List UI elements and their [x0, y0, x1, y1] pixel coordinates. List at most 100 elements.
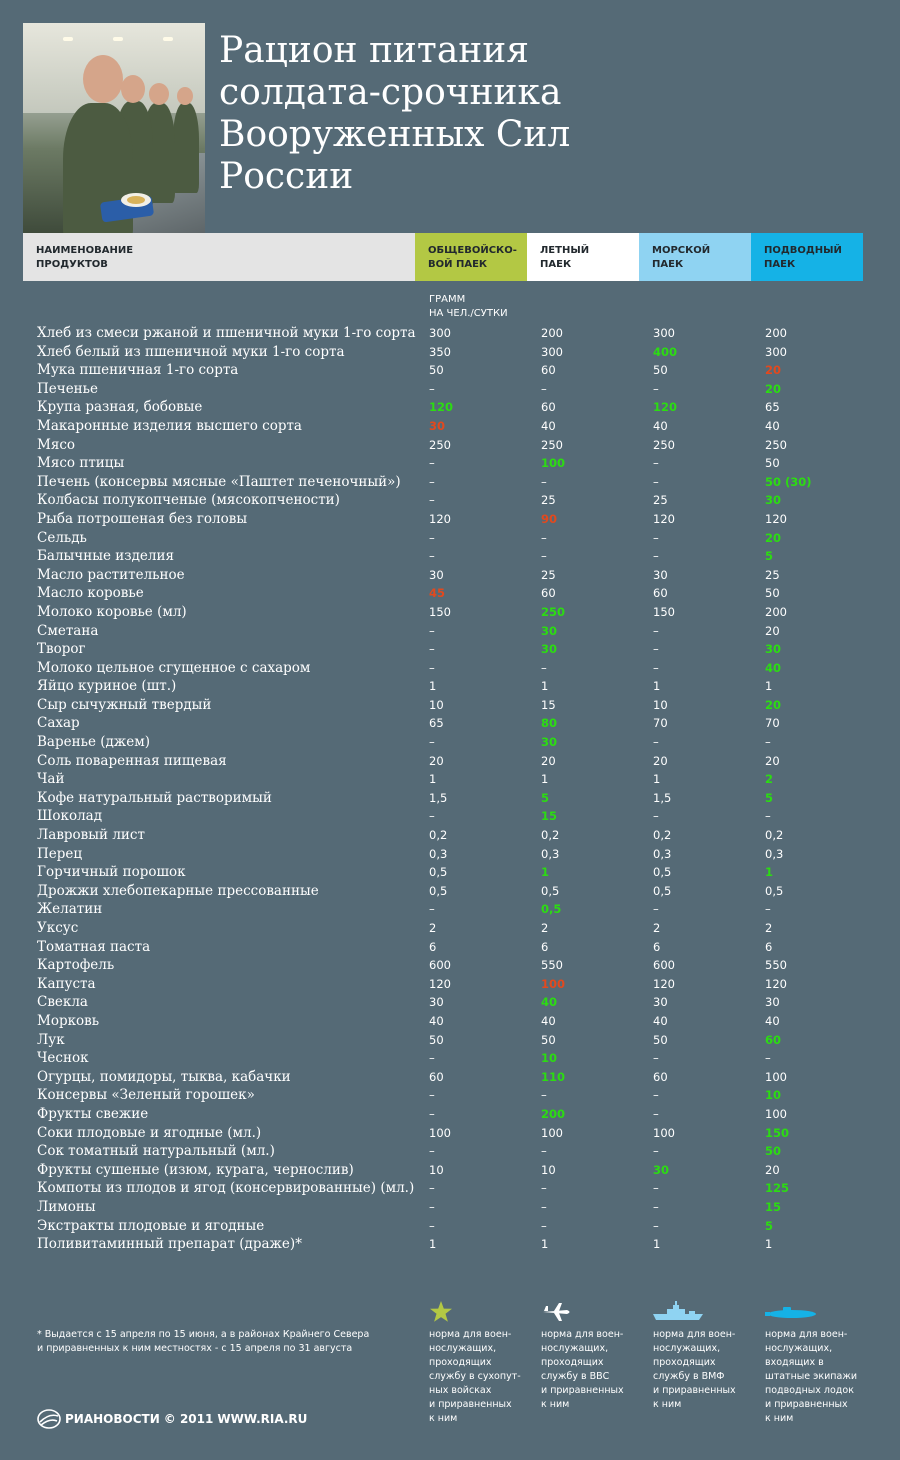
- table-row: Экстракты плодовые и ягодные – – – 5: [0, 1217, 900, 1236]
- ration-value: 2: [765, 921, 773, 935]
- ration-value: –: [765, 735, 771, 750]
- ration-value: 40: [541, 418, 556, 433]
- ration-value: –: [429, 549, 435, 564]
- ration-value: –: [653, 456, 659, 471]
- table-row: Фрукты сушеные (изюм, курага, чернослив)…: [0, 1161, 900, 1180]
- ration-value: –: [541, 1218, 547, 1233]
- product-name: Печенье: [37, 380, 99, 397]
- product-name: Кофе натуральный растворимый: [37, 789, 272, 806]
- table-row: Соль поваренная пищевая 20 20 20 20: [0, 752, 900, 771]
- ration-value: 20: [765, 381, 782, 396]
- table-row: Лимоны – – – 15: [0, 1198, 900, 1217]
- table-row: Балычные изделия – – – 5: [0, 547, 900, 566]
- table-row: Мясо 250 250 250 250: [0, 436, 900, 455]
- ration-value: 65: [429, 716, 444, 731]
- ration-value: –: [429, 623, 435, 638]
- ration-value: –: [653, 1218, 659, 1233]
- product-name: Крупа разная, бобовые: [37, 399, 203, 416]
- product-name: Сметана: [37, 622, 99, 639]
- ration-value: 300: [653, 326, 675, 340]
- ration-value: –: [653, 809, 659, 824]
- legend-text-line: норма для воен-: [429, 1329, 512, 1340]
- ria-logo: РИАНОВОСТИ © 2011 WWW.RIA.RU: [37, 1408, 307, 1430]
- ration-value: 60: [765, 1032, 782, 1047]
- ration-value: 10: [541, 1051, 558, 1066]
- header-ration-submarine: ПОДВОДНЫЙ ПАЕК: [751, 233, 863, 281]
- ration-value: 150: [765, 1125, 790, 1140]
- ration-value: 0,3: [541, 846, 560, 861]
- product-name: Варенье (джем): [37, 734, 150, 751]
- product-name: Лук: [37, 1031, 65, 1048]
- ration-value: 20: [653, 753, 668, 768]
- ration-value: 0,3: [653, 846, 672, 861]
- table-row: Компоты из плодов и ягод (консервированн…: [0, 1179, 900, 1198]
- ration-value: 10: [653, 697, 668, 712]
- ration-value: 2: [765, 772, 774, 787]
- product-name: Молоко коровье (мл): [37, 603, 187, 620]
- ration-value: 0,5: [765, 883, 784, 898]
- site-link[interactable]: WWW.RIA.RU: [217, 1412, 308, 1426]
- legend-submarine: норма для воен-нослужащих, входящих в штат…: [765, 1300, 871, 1426]
- table-row: Хлеб белый из пшеничной муки 1-го сорта 3…: [0, 343, 900, 362]
- ration-value: –: [653, 660, 659, 675]
- ration-value: 200: [541, 1106, 566, 1121]
- ration-value: 5: [765, 549, 774, 564]
- product-name: Шоколад: [37, 808, 103, 825]
- product-name: Морковь: [37, 1012, 100, 1029]
- ration-value: 20: [765, 623, 780, 638]
- product-name: Мука пшеничная 1-го сорта: [37, 362, 239, 379]
- legend-text-line: входящих в: [765, 1357, 824, 1368]
- ration-value: 0,3: [429, 846, 448, 861]
- product-name: Капуста: [37, 975, 96, 992]
- product-name: Соки плодовые и ягодные (мл.): [37, 1124, 262, 1141]
- ration-value: 6: [653, 939, 661, 954]
- ration-value: 120: [429, 400, 454, 415]
- ration-value: 40: [429, 1013, 444, 1028]
- product-name: Колбасы полукопченые (мясокопчености): [37, 492, 340, 509]
- product-name: Молоко цельное сгущенное с сахаром: [37, 659, 311, 676]
- ration-value: 5: [765, 1218, 774, 1233]
- ration-value: 120: [653, 400, 678, 415]
- ration-value: 15: [541, 809, 558, 824]
- ration-value: 600: [429, 958, 451, 973]
- product-name: Экстракты плодовые и ягодные: [37, 1217, 265, 1234]
- ration-value: –: [429, 642, 435, 657]
- ration-value: 120: [429, 976, 451, 991]
- ration-value: 25: [541, 567, 556, 582]
- ration-value: 1: [653, 772, 661, 787]
- product-name: Дрожжи хлебопекарные прессованные: [37, 882, 319, 899]
- product-name: Макаронные изделия высшего сорта: [37, 417, 302, 434]
- legend-text-line: службу в сухопут-: [429, 1371, 521, 1382]
- header-ration-navy: МОРСКОЙ ПАЕК: [639, 233, 751, 281]
- ration-value: 1: [653, 679, 661, 694]
- ration-value: 1,5: [429, 790, 448, 805]
- ration-value: 50: [765, 1144, 782, 1159]
- product-name: Консервы «Зеленый горошек»: [37, 1087, 255, 1104]
- ration-value: –: [653, 1199, 659, 1214]
- ration-value: 0,2: [429, 828, 448, 843]
- ration-value: 300: [429, 326, 451, 340]
- ration-value: 20: [765, 530, 782, 545]
- legend-text-line: службу в ВВС: [541, 1371, 610, 1382]
- ration-value: –: [765, 1051, 771, 1066]
- product-name: Хлеб из смеси ржаной и пшеничной муки 1-…: [37, 325, 416, 341]
- ration-value: 50 (30): [765, 474, 812, 489]
- ration-value: –: [429, 1199, 435, 1214]
- ration-value: 30: [541, 642, 558, 657]
- ration-value: 150: [429, 604, 451, 619]
- product-name: Творог: [37, 641, 86, 658]
- table-row: Хлеб из смеси ржаной и пшеничной муки 1-…: [0, 324, 900, 343]
- ration-value: –: [541, 530, 547, 545]
- ration-value: 40: [653, 418, 668, 433]
- ration-value: 10: [429, 697, 444, 712]
- ration-value: 20: [765, 697, 782, 712]
- legend-text-line: к ним: [541, 1399, 570, 1410]
- ration-value: –: [429, 660, 435, 675]
- product-name: Компоты из плодов и ягод (консервированн…: [37, 1180, 415, 1197]
- product-name: Горчичный порошок: [37, 864, 186, 881]
- ration-value: 70: [765, 716, 780, 731]
- table-row: Фрукты свежие – 200 – 100: [0, 1105, 900, 1124]
- legend-text-line: и приравненных: [429, 1399, 512, 1410]
- ration-value: –: [541, 660, 547, 675]
- ration-value: –: [541, 474, 547, 489]
